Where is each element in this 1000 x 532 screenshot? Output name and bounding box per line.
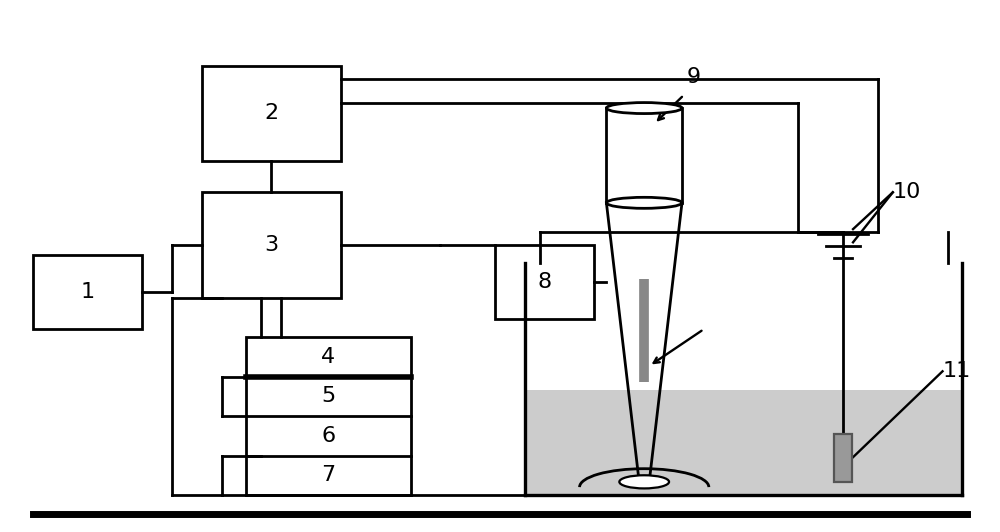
- Text: 4: 4: [321, 347, 336, 367]
- Text: 2: 2: [264, 103, 278, 123]
- Ellipse shape: [619, 475, 669, 488]
- Bar: [834, 435, 852, 482]
- Text: 5: 5: [321, 386, 336, 406]
- Text: 8: 8: [538, 272, 552, 292]
- Bar: [202, 192, 341, 297]
- Bar: [202, 66, 341, 161]
- Text: 10: 10: [893, 182, 921, 202]
- Text: 1: 1: [80, 282, 94, 302]
- Text: 3: 3: [264, 235, 278, 255]
- Bar: [525, 390, 962, 495]
- Ellipse shape: [606, 197, 682, 209]
- Bar: [246, 337, 411, 495]
- Bar: [33, 255, 142, 329]
- Text: 11: 11: [943, 361, 971, 381]
- Bar: [495, 245, 594, 319]
- Ellipse shape: [606, 103, 682, 113]
- Text: 7: 7: [321, 466, 336, 485]
- Text: 6: 6: [321, 426, 336, 446]
- Text: 9: 9: [687, 67, 701, 87]
